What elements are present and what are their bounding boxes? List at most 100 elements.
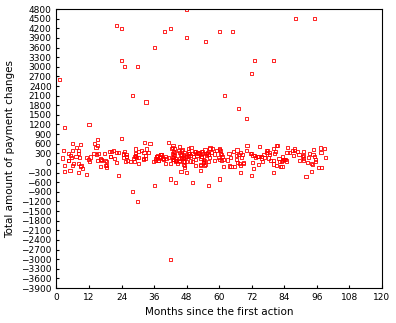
Point bbox=[291, 152, 297, 158]
Point bbox=[177, 158, 183, 163]
Point bbox=[310, 151, 316, 157]
Point bbox=[156, 155, 162, 160]
Point bbox=[199, 151, 206, 156]
Point bbox=[118, 26, 125, 31]
Point bbox=[259, 159, 265, 164]
Point bbox=[61, 169, 68, 174]
Point bbox=[169, 145, 176, 150]
Point bbox=[83, 155, 89, 160]
Point bbox=[292, 16, 298, 21]
Point bbox=[312, 159, 319, 164]
Point bbox=[168, 161, 174, 166]
Point bbox=[162, 161, 168, 166]
Point bbox=[198, 153, 205, 159]
Point bbox=[78, 164, 84, 169]
Point bbox=[188, 159, 194, 164]
Point bbox=[85, 157, 91, 162]
Point bbox=[270, 158, 277, 163]
Point bbox=[135, 161, 142, 166]
Point bbox=[238, 170, 244, 175]
Point bbox=[183, 35, 190, 40]
Point bbox=[186, 146, 192, 151]
Point bbox=[187, 153, 193, 158]
Point bbox=[198, 154, 204, 159]
Point bbox=[273, 163, 280, 168]
Point bbox=[203, 162, 209, 167]
Point bbox=[215, 155, 222, 161]
Point bbox=[182, 163, 188, 168]
Point bbox=[204, 150, 211, 155]
Point bbox=[169, 151, 176, 156]
Point bbox=[291, 148, 298, 153]
Point bbox=[203, 153, 209, 158]
Point bbox=[73, 154, 79, 159]
Point bbox=[95, 137, 101, 142]
Point bbox=[205, 151, 211, 157]
Point bbox=[203, 151, 209, 156]
Point bbox=[304, 160, 310, 165]
Point bbox=[65, 158, 72, 163]
Point bbox=[240, 160, 247, 165]
Point bbox=[178, 169, 184, 174]
Point bbox=[296, 152, 302, 157]
Point bbox=[181, 159, 187, 164]
Point bbox=[107, 149, 113, 154]
Point bbox=[123, 151, 129, 157]
Point bbox=[200, 160, 207, 165]
Point bbox=[183, 170, 190, 175]
Point bbox=[98, 164, 104, 170]
Point bbox=[104, 164, 110, 170]
Point bbox=[230, 149, 237, 154]
Point bbox=[244, 143, 250, 149]
Point bbox=[162, 29, 168, 34]
Point bbox=[250, 166, 256, 171]
Point bbox=[75, 170, 81, 175]
Point bbox=[172, 158, 178, 163]
Point bbox=[194, 153, 200, 158]
Point bbox=[259, 154, 265, 159]
Point bbox=[264, 150, 270, 155]
Point bbox=[158, 154, 164, 160]
Point bbox=[116, 173, 122, 178]
Point bbox=[308, 161, 315, 166]
Point bbox=[129, 93, 135, 98]
Point bbox=[143, 99, 149, 105]
Point bbox=[209, 146, 215, 151]
Point bbox=[227, 155, 234, 160]
Point bbox=[167, 26, 173, 31]
Point bbox=[132, 153, 139, 158]
Point bbox=[234, 160, 240, 165]
Point bbox=[192, 149, 198, 154]
Point bbox=[178, 152, 185, 157]
Point bbox=[158, 151, 164, 157]
Point bbox=[98, 157, 104, 162]
Point bbox=[177, 150, 183, 155]
Point bbox=[232, 164, 238, 170]
Point bbox=[276, 156, 282, 162]
Point bbox=[282, 157, 288, 162]
Point bbox=[159, 156, 166, 161]
Point bbox=[289, 148, 295, 153]
Point bbox=[270, 146, 277, 151]
Point bbox=[170, 149, 177, 154]
Point bbox=[318, 145, 324, 151]
Point bbox=[107, 154, 113, 159]
Point bbox=[192, 149, 198, 154]
Point bbox=[94, 143, 101, 148]
Point bbox=[168, 146, 175, 151]
Point bbox=[68, 155, 74, 160]
Point bbox=[150, 159, 156, 164]
Point bbox=[261, 152, 267, 158]
Point bbox=[310, 147, 316, 152]
Point bbox=[284, 158, 290, 163]
Point bbox=[249, 71, 255, 76]
Point bbox=[172, 159, 179, 164]
Point bbox=[249, 160, 256, 165]
Point bbox=[273, 142, 280, 148]
Point bbox=[217, 148, 223, 153]
Point bbox=[306, 151, 312, 156]
Point bbox=[257, 144, 263, 149]
Point bbox=[108, 154, 114, 159]
Point bbox=[170, 142, 176, 148]
Point bbox=[120, 155, 126, 161]
